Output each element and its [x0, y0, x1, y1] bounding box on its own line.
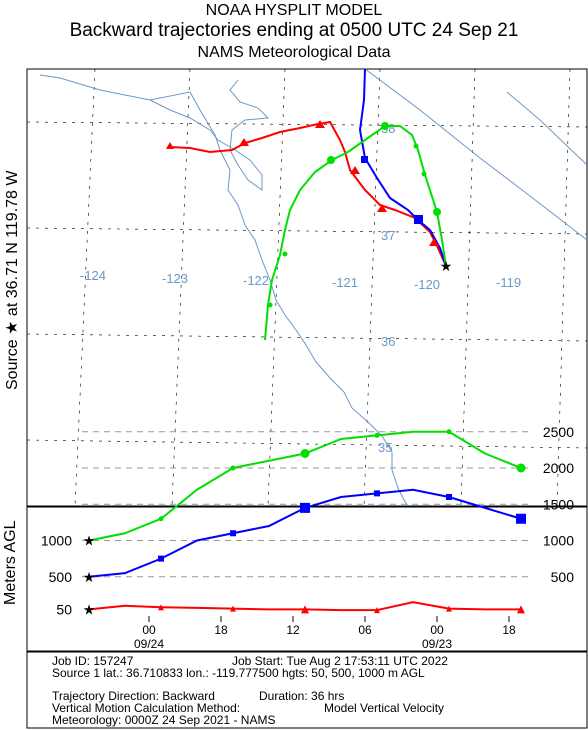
height-series-point — [446, 605, 452, 612]
red-marker — [315, 120, 325, 128]
model-title: NOAA HYSPLIT MODEL — [205, 2, 383, 19]
height-series-point — [374, 607, 380, 614]
green-marker — [381, 122, 389, 130]
y-tick-label: 1000 — [41, 533, 72, 549]
x-tick-label: 06 — [358, 623, 372, 637]
height-series-point — [230, 605, 236, 612]
height-series-point — [516, 463, 526, 473]
height-series-point — [374, 490, 380, 497]
lon-label: -123 — [162, 271, 188, 286]
y-tick-label: 500 — [49, 569, 73, 585]
job-start: Job Start: Tue Aug 2 17:53:11 UTC 2022 — [232, 654, 448, 668]
vertical-method: Vertical Motion Calculation Method: — [52, 701, 241, 715]
height-series-point — [300, 449, 310, 458]
height-series-point — [446, 494, 452, 500]
green-marker — [433, 208, 441, 216]
coastline — [39, 68, 588, 507]
red-marker — [239, 138, 249, 146]
height-series-point — [230, 530, 236, 537]
red-trajectory — [169, 120, 447, 267]
height-series-point — [517, 605, 525, 614]
y-tick-label: 2000 — [543, 460, 574, 476]
lon-label: -122 — [243, 273, 269, 288]
green-trajectory — [264, 125, 447, 341]
height-series: ★ ★ ★ — [83, 429, 526, 617]
height-series-line — [88, 488, 522, 578]
height-series-point — [374, 432, 380, 438]
green-marker — [267, 302, 273, 308]
red-marker — [166, 142, 174, 149]
x-date-label: 09/24 — [134, 637, 164, 651]
duration: Duration: 36 hrs — [259, 689, 345, 703]
y-tick-label: 50 — [56, 601, 72, 617]
info-frame — [26, 651, 588, 729]
start-star-icon: ★ — [83, 601, 96, 617]
source-star-icon: ★ — [440, 258, 453, 274]
y-axis-label: Meters AGL — [2, 520, 19, 605]
blue-marker — [361, 156, 368, 163]
y-tick-label: 1000 — [543, 533, 574, 549]
chart-title: Backward trajectories ending at 0500 UTC… — [69, 20, 519, 41]
map-markers — [166, 120, 441, 308]
red-marker — [377, 204, 387, 212]
x-tick-label: 00 — [430, 623, 444, 637]
height-series-point — [300, 502, 310, 513]
height-series-point — [446, 429, 452, 435]
height-series-point — [301, 605, 309, 614]
lon-label: -120 — [414, 277, 440, 292]
map-labels: -124 -123 -122 -121 -120 -119 38 37 36 3… — [80, 121, 521, 455]
y-tick-label: 2500 — [543, 424, 574, 440]
source-info: Source 1 lat.: 36.710833 lon.: -119.7775… — [52, 666, 425, 680]
blue-trajectory — [358, 68, 447, 267]
green-marker — [421, 171, 427, 177]
meteorology-info: Meteorology: 0000Z 24 Sep 2021 - NAMS — [52, 713, 276, 727]
map-grid — [26, 68, 588, 507]
x-date-label: 09/23 — [422, 637, 452, 651]
source-location-label: Source ★ at 36.71 N 119.78 W — [4, 170, 21, 391]
height-series-point — [158, 604, 164, 611]
red-marker — [350, 166, 360, 174]
lat-label: 36 — [381, 334, 395, 349]
lat-label: 37 — [381, 228, 395, 243]
start-star-icon: ★ — [83, 569, 96, 585]
trajectory-direction: Trajectory Direction: Backward — [52, 689, 215, 703]
x-tick-label: 00 — [142, 623, 156, 637]
height-series-line — [88, 430, 522, 542]
green-marker — [327, 156, 335, 164]
x-tick-label: 12 — [286, 623, 300, 637]
y-tick-label: 1500 — [543, 496, 574, 512]
green-marker — [413, 143, 419, 149]
meteorology-label: NAMS Meteorological Data — [197, 44, 391, 61]
height-series-point — [158, 516, 164, 522]
lon-label: -124 — [80, 268, 106, 283]
blue-marker — [414, 215, 423, 224]
job-id: Job ID: 157247 — [52, 654, 134, 668]
height-axis: 2500 2000 1500 1000 500 1000 500 50 00 18 12 06 00 18… — [41, 424, 574, 651]
x-tick-label: 18 — [214, 623, 228, 637]
height-series-point — [230, 465, 236, 471]
x-tick-label: 18 — [502, 623, 516, 637]
start-star-icon: ★ — [83, 533, 96, 549]
lon-label: -119 — [496, 275, 521, 290]
height-series-point — [516, 513, 526, 524]
red-marker — [429, 238, 439, 246]
y-tick-label: 500 — [551, 569, 575, 585]
map-trajectories — [169, 68, 447, 341]
lon-label: -121 — [332, 275, 358, 290]
green-marker — [282, 251, 288, 257]
height-series-point — [158, 555, 164, 562]
lat-label: 35 — [378, 440, 392, 455]
vertical-method-value: Model Vertical Velocity — [324, 701, 445, 715]
